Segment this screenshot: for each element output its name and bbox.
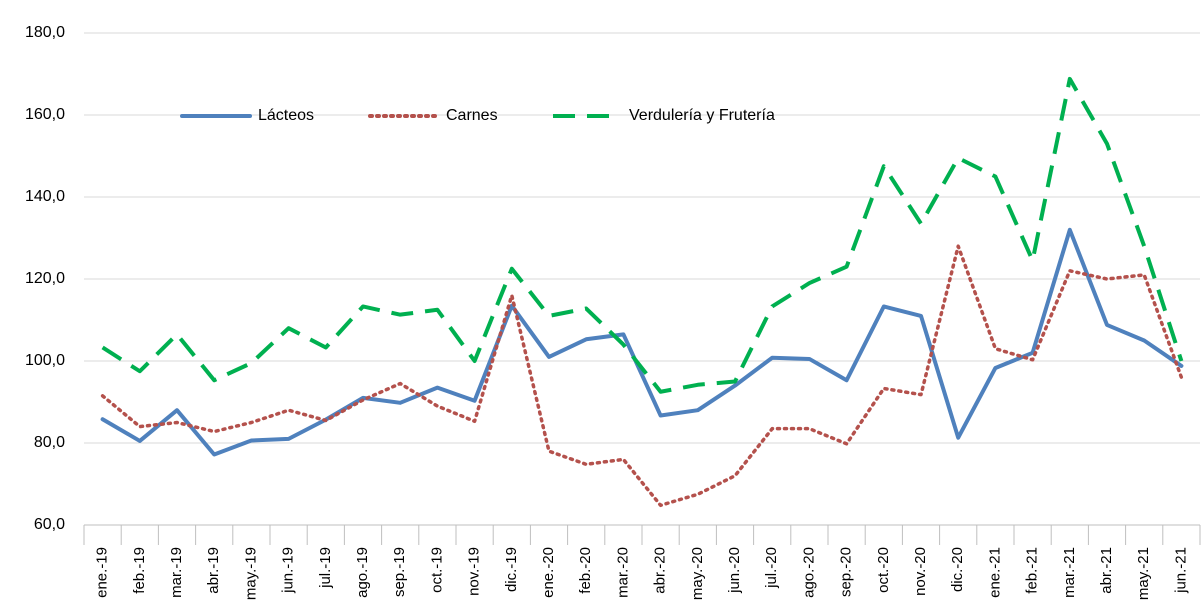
- y-tick-label: 160,0: [25, 106, 65, 123]
- legend-label: Verdulería y Frutería: [629, 107, 775, 124]
- x-tick-label: mar.-21: [1061, 547, 1078, 598]
- x-tick-label: nov.-19: [466, 547, 483, 596]
- x-tick-label: may.-20: [689, 547, 706, 600]
- y-tick-label: 120,0: [25, 270, 65, 287]
- line-series: [101, 76, 1184, 394]
- x-tick-label: dic.-20: [949, 547, 966, 592]
- x-tick-label: abr.-20: [652, 547, 669, 594]
- x-tick-label: ene.-20: [540, 547, 557, 598]
- y-tick-label: 80,0: [34, 434, 65, 451]
- y-tick-label: 60,0: [34, 516, 65, 533]
- x-tick-label: oct.-19: [428, 547, 445, 593]
- y-tick-label: 100,0: [25, 352, 65, 369]
- x-tick-label: may.-21: [1135, 547, 1152, 600]
- y-tick-label: 180,0: [25, 24, 65, 41]
- x-tick-label: sep.-20: [838, 547, 855, 597]
- x-tick-label: ago.-20: [800, 547, 817, 598]
- x-tick-label: abr.-19: [205, 547, 222, 594]
- x-tick-label: jul.-19: [317, 547, 334, 589]
- legend-label: Carnes: [446, 107, 498, 124]
- x-tick-label: mar.-19: [168, 547, 185, 598]
- x-tick-label: may.-19: [242, 547, 259, 600]
- x-tick-label: ene.-19: [94, 547, 111, 598]
- x-tick-label: dic.-19: [503, 547, 520, 592]
- x-tick-label: abr.-21: [1098, 547, 1115, 594]
- x-tick-label: ago.-19: [354, 547, 371, 598]
- x-tick-label: mar.-20: [614, 547, 631, 598]
- x-tick-label: jun.-19: [280, 547, 297, 594]
- y-tick-label: 140,0: [25, 188, 65, 205]
- x-tick-label: feb.-19: [131, 547, 148, 594]
- x-tick-label: ene.-21: [986, 547, 1003, 598]
- x-tick-label: feb.-20: [577, 547, 594, 594]
- x-tick-label: jun.-21: [1172, 547, 1189, 594]
- legend-label: Lácteos: [258, 107, 314, 124]
- x-tick-label: sep.-19: [391, 547, 408, 597]
- line-series: [100, 227, 1184, 457]
- line-series: [100, 244, 1184, 508]
- x-tick-label: jul.-20: [763, 547, 780, 589]
- x-tick-label: nov.-20: [912, 547, 929, 596]
- x-tick-label: oct.-20: [875, 547, 892, 593]
- x-tick-label: feb.-21: [1024, 547, 1041, 594]
- x-tick-label: jun.-20: [726, 547, 743, 594]
